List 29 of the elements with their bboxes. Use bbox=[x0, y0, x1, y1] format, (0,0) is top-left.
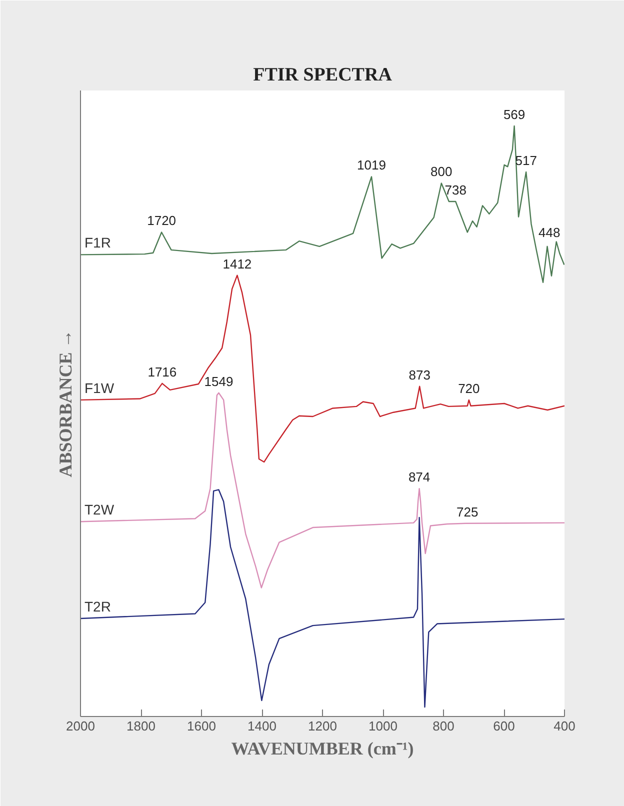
annotation: 720 bbox=[458, 380, 480, 396]
series-label: F1R bbox=[84, 234, 111, 251]
annotation: 725 bbox=[456, 504, 478, 520]
x-tick-label: 400 bbox=[554, 718, 576, 734]
series-label: T2R bbox=[84, 598, 111, 614]
chart-title: FTIR SPECTRA bbox=[253, 64, 392, 86]
x-tick-label: 1200 bbox=[308, 718, 337, 734]
series-label: T2W bbox=[84, 502, 115, 518]
annotation: 448 bbox=[538, 225, 560, 240]
x-tick-label: 1600 bbox=[187, 718, 216, 734]
annotation: 569 bbox=[503, 106, 526, 122]
x-tick-label: 1000 bbox=[368, 718, 398, 734]
annotation: 873 bbox=[408, 367, 430, 382]
annotation: 800 bbox=[430, 164, 452, 180]
annotation: 1716 bbox=[148, 364, 177, 380]
y-axis-title: ABSORBANCE → bbox=[56, 330, 76, 478]
annotation: 1019 bbox=[357, 158, 386, 173]
annotation: 1549 bbox=[204, 374, 234, 389]
annotation: 1412 bbox=[222, 256, 252, 272]
annotation: 738 bbox=[444, 182, 466, 198]
annotation: 1720 bbox=[147, 213, 176, 228]
annotation: 874 bbox=[408, 470, 430, 485]
x-tick-label: 800 bbox=[432, 718, 454, 734]
x-tick-label: 1800 bbox=[126, 718, 156, 734]
x-axis-title: WAVENUMBER (cm⁻¹) bbox=[231, 738, 414, 758]
x-tick-label: 1400 bbox=[248, 718, 276, 734]
series-label: F1W bbox=[84, 380, 115, 396]
x-tick-label: 2000 bbox=[66, 718, 95, 734]
x-tick-label: 600 bbox=[493, 718, 515, 734]
